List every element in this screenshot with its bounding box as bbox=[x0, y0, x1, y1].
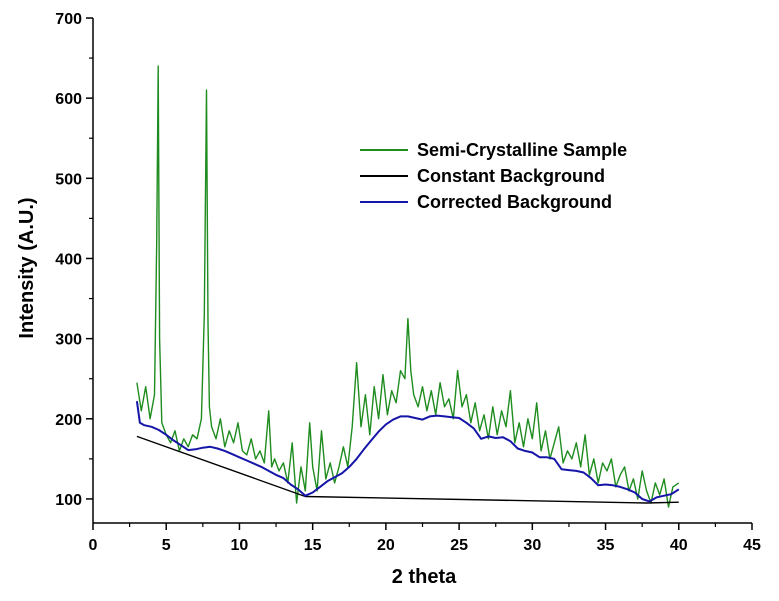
series-line-corrected-background bbox=[135, 401, 680, 503]
series-line-constant-background bbox=[136, 435, 679, 504]
plot-lines bbox=[135, 65, 680, 508]
x-tick-label: 15 bbox=[304, 537, 322, 554]
y-axis-ticks: 100 200 300 400 500 600 700 bbox=[55, 11, 93, 509]
y-tick-label: 500 bbox=[55, 171, 82, 188]
x-tick-label: 10 bbox=[231, 537, 249, 554]
x-tick-label: 25 bbox=[450, 537, 468, 554]
y-tick-label: 600 bbox=[55, 91, 82, 108]
x-tick-label: 35 bbox=[597, 537, 615, 554]
x-axis-ticks: 0 5 10 15 20 25 30 35 40 45 bbox=[89, 523, 761, 554]
x-tick-label: 45 bbox=[743, 537, 761, 554]
x-tick-label: 30 bbox=[523, 537, 541, 554]
x-tick-label: 0 bbox=[89, 537, 98, 554]
x-tick-label: 40 bbox=[670, 537, 688, 554]
legend-label: Constant Background bbox=[417, 166, 605, 186]
x-tick-label: 5 bbox=[162, 537, 171, 554]
y-tick-label: 300 bbox=[55, 332, 82, 349]
axes bbox=[92, 18, 752, 524]
legend: Semi-Crystalline Sample Constant Backgrou… bbox=[360, 140, 627, 212]
y-tick-label: 100 bbox=[55, 492, 82, 509]
y-tick-label: 200 bbox=[55, 412, 82, 429]
legend-label: Corrected Background bbox=[417, 192, 612, 212]
legend-label: Semi-Crystalline Sample bbox=[417, 140, 627, 160]
series-line-semi-crystalline-sample bbox=[136, 65, 680, 508]
y-tick-label: 700 bbox=[55, 11, 82, 28]
y-tick-label: 400 bbox=[55, 251, 82, 268]
x-axis-title: 2 theta bbox=[392, 566, 457, 588]
y-axis-title: Intensity (A.U.) bbox=[16, 197, 38, 338]
x-tick-label: 20 bbox=[377, 537, 395, 554]
